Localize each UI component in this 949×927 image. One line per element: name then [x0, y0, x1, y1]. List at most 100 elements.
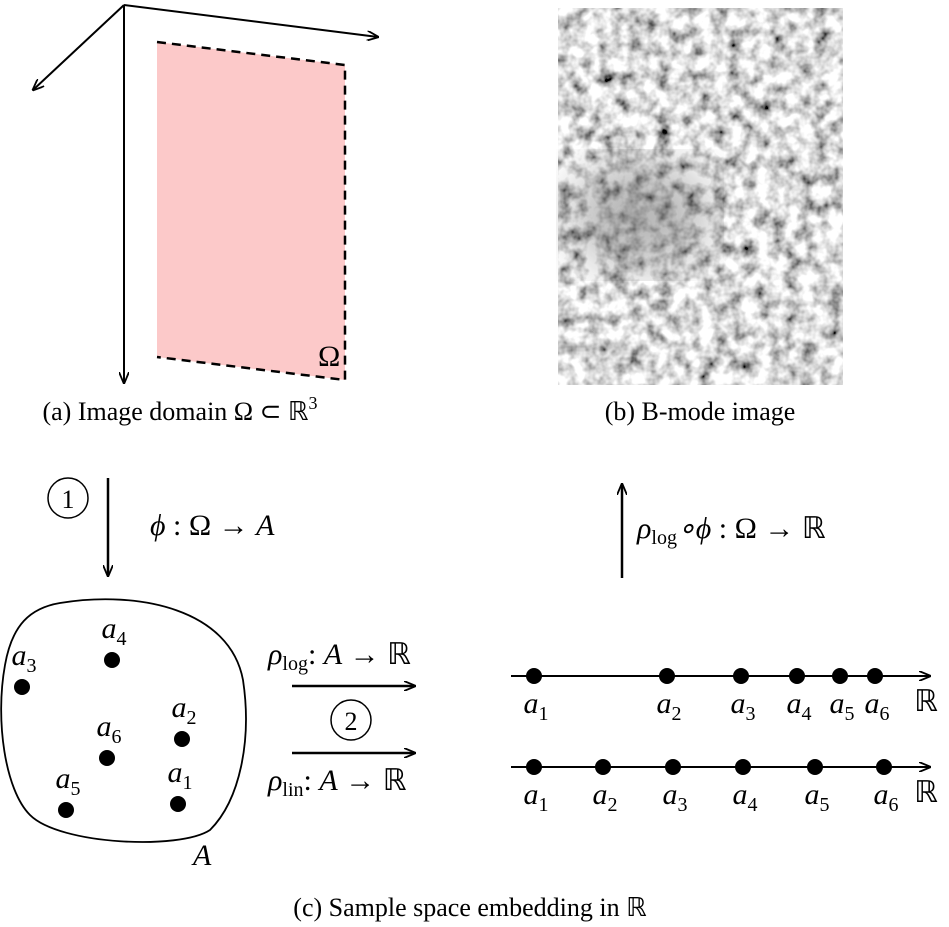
- point-label: a1: [524, 778, 549, 816]
- point-subscript: 6: [112, 726, 122, 748]
- rho: ρ: [267, 764, 282, 797]
- point-subscript: 1: [183, 772, 193, 794]
- step-number: 2: [345, 707, 358, 736]
- sample-point: [104, 652, 120, 668]
- embedded-point: [526, 759, 542, 775]
- point-subscript: 4: [748, 794, 758, 816]
- embedded-point: [735, 759, 751, 775]
- point-subscript: 3: [746, 703, 756, 725]
- point-label: a3: [731, 687, 756, 725]
- embedded-point: [807, 759, 823, 775]
- point-label: a4: [733, 778, 758, 816]
- domain: A: [317, 764, 338, 797]
- caption-a: (a) Image domain Ω ⊂ ℝ3: [42, 393, 317, 426]
- target: A: [254, 509, 275, 542]
- step-b: ρlog∘ϕ : Ω → ℝ: [622, 484, 826, 578]
- point-label: a1: [524, 687, 549, 725]
- point-subscript: 1: [539, 794, 549, 816]
- set-label: A: [191, 839, 212, 872]
- subscript: log: [651, 527, 677, 549]
- point-label: a6: [97, 710, 122, 748]
- point-base: a: [733, 778, 748, 811]
- point-label: a4: [102, 612, 127, 650]
- phi: ∘ϕ: [677, 512, 711, 545]
- region-label: Ω: [318, 340, 340, 373]
- point-base: a: [865, 687, 880, 720]
- point-base: a: [524, 687, 539, 720]
- point-subscript: 4: [117, 628, 127, 650]
- point-subscript: 2: [187, 707, 197, 729]
- caption-b: (b) B-mode image: [605, 397, 796, 426]
- embedded-point: [789, 668, 805, 684]
- figure: Ω (a) Image domain Ω ⊂ ℝ3 (b) B-mode ima…: [0, 0, 949, 927]
- point-subscript: 5: [820, 794, 830, 816]
- subscript: lin: [282, 779, 303, 801]
- axis-arrow: [33, 5, 124, 90]
- sample-point: [58, 802, 74, 818]
- point-base: a: [168, 756, 183, 789]
- point-subscript: 4: [802, 703, 812, 725]
- point-base: a: [830, 687, 845, 720]
- step-1: 1 ϕ : Ω → A: [48, 478, 275, 576]
- map-text: → ℝ: [338, 764, 407, 797]
- point-subscript: 2: [672, 703, 682, 725]
- point-base: a: [97, 710, 112, 743]
- rho: ρ: [636, 512, 651, 545]
- point-base: a: [663, 778, 678, 811]
- point-label: a1: [168, 756, 193, 794]
- point-base: a: [56, 762, 71, 795]
- point-subscript: 1: [539, 703, 549, 725]
- panel-a: Ω (a) Image domain Ω ⊂ ℝ3: [33, 5, 378, 426]
- lesion-shadow: [570, 160, 710, 270]
- point-subscript: 6: [889, 794, 899, 816]
- axis-label: ℝ: [914, 776, 938, 809]
- point-base: a: [102, 612, 117, 645]
- map-text: :: [308, 638, 324, 671]
- embedded-point: [733, 668, 749, 684]
- embedded-point: [526, 668, 542, 684]
- embedded-point: [832, 668, 848, 684]
- map-label: ρlog: A → ℝ: [267, 638, 411, 675]
- rho: ρ: [267, 638, 282, 671]
- caption-c: (c) Sample space embedding in ℝ: [293, 893, 647, 922]
- point-subscript: 2: [608, 794, 618, 816]
- embedded-point: [876, 759, 892, 775]
- point-label: a5: [830, 687, 855, 725]
- point-label: a4: [787, 687, 812, 725]
- point-subscript: 3: [678, 794, 688, 816]
- point-base: a: [524, 778, 539, 811]
- point-base: a: [172, 691, 187, 724]
- map-text: :: [304, 764, 320, 797]
- point-base: a: [805, 778, 820, 811]
- map-text: → ℝ: [342, 638, 411, 671]
- embedded-point: [595, 759, 611, 775]
- image-domain-region: [157, 42, 345, 380]
- point-base: a: [12, 639, 27, 672]
- point-label: a5: [805, 778, 830, 816]
- point-subscript: 5: [845, 703, 855, 725]
- sample-point: [174, 731, 190, 747]
- point-base: a: [593, 778, 608, 811]
- point-base: a: [731, 687, 746, 720]
- point-subscript: 3: [27, 655, 37, 677]
- caption-text: (a) Image domain Ω ⊂ ℝ: [42, 397, 308, 426]
- point-label: a3: [663, 778, 688, 816]
- point-label: a3: [12, 639, 37, 677]
- sample-point: [14, 679, 30, 695]
- point-label: a2: [593, 778, 618, 816]
- embedded-point: [659, 668, 675, 684]
- point-base: a: [874, 778, 889, 811]
- point-label: a5: [56, 762, 81, 800]
- point-subscript: 5: [71, 778, 81, 800]
- point-label: a6: [874, 778, 899, 816]
- point-base: a: [657, 687, 672, 720]
- step-2: 2 ρlog: A → ℝ ρlin: A → ℝ: [267, 638, 415, 801]
- point-subscript: 6: [880, 703, 890, 725]
- phi: ϕ: [150, 509, 166, 542]
- map-label: ρlog∘ϕ : Ω → ℝ: [636, 512, 826, 549]
- point-label: a6: [865, 687, 890, 725]
- sample-point: [99, 750, 115, 766]
- sample-point: [170, 796, 186, 812]
